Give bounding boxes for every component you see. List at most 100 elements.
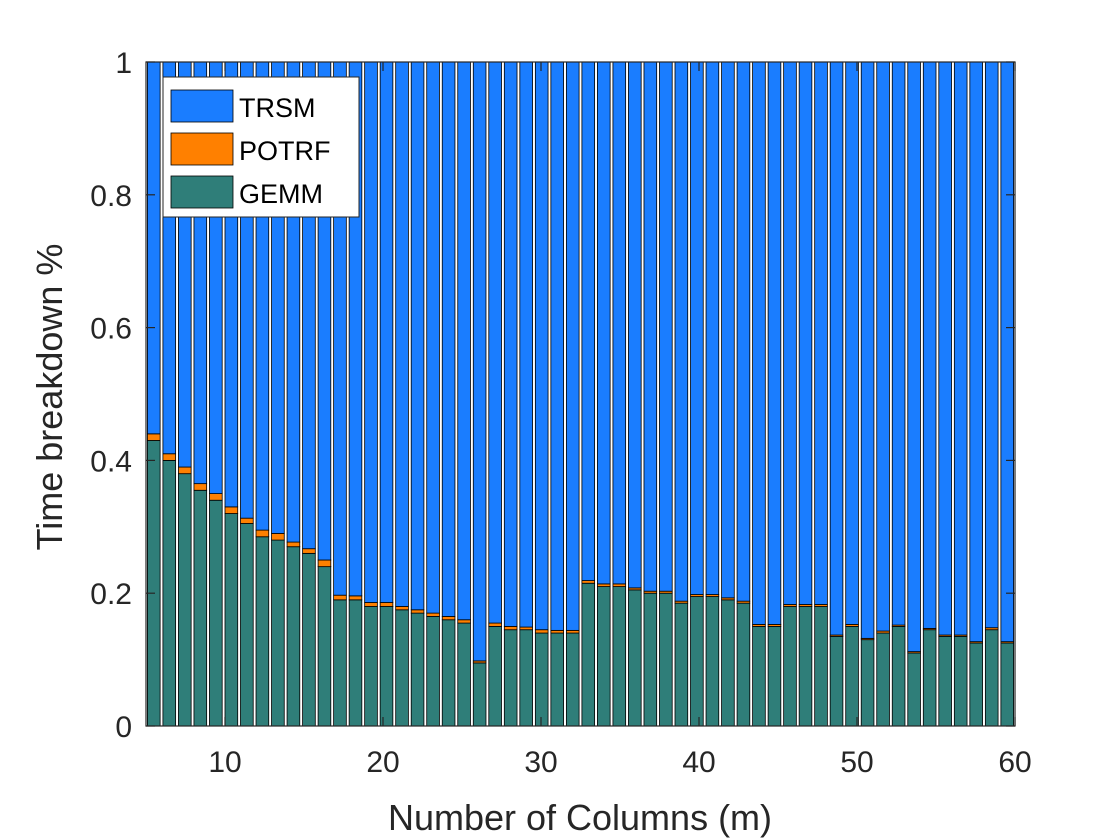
bar-segment-gemm-36 xyxy=(628,589,642,727)
bar-segment-gemm-38 xyxy=(659,592,673,727)
bar-segment-trsm-36 xyxy=(628,61,642,589)
x-tick-label-30: 30 xyxy=(524,746,557,779)
bar-segment-trsm-19 xyxy=(364,61,378,603)
bar-segment-trsm-37 xyxy=(643,61,658,592)
bar-segment-potrf-18 xyxy=(348,595,363,601)
bar-segment-trsm-46 xyxy=(783,61,797,605)
bar-segment-gemm-9 xyxy=(209,499,223,727)
bar-segment-gemm-45 xyxy=(767,626,782,727)
bar-segment-gemm-16 xyxy=(317,566,332,727)
bar-segment-gemm-35 xyxy=(612,586,627,727)
y-axis-title: Time breakdown % xyxy=(29,244,70,551)
legend: TRSM POTRF GEMM xyxy=(162,76,360,218)
bar-segment-gemm-13 xyxy=(271,539,285,727)
bar-segment-gemm-55 xyxy=(922,629,937,727)
bar-segment-potrf-10 xyxy=(224,506,239,514)
bar-segment-gemm-32 xyxy=(565,632,580,727)
bar-segment-gemm-5 xyxy=(146,440,161,727)
bar-segment-trsm-38 xyxy=(659,61,673,592)
bar-segment-trsm-22 xyxy=(410,61,425,611)
legend-label-potrf: POTRF xyxy=(239,136,331,166)
bar-segment-gemm-51 xyxy=(860,639,875,727)
bar-segment-trsm-44 xyxy=(752,61,766,625)
bar-segment-gemm-56 xyxy=(938,635,952,727)
bar-segment-gemm-47 xyxy=(798,606,813,727)
bar-segment-gemm-33 xyxy=(581,582,596,727)
bar-segment-potrf-13 xyxy=(271,533,285,541)
legend-label-trsm: TRSM xyxy=(239,93,316,123)
bar-segment-trsm-41 xyxy=(705,61,720,595)
legend-swatch-trsm xyxy=(170,89,234,123)
bar-segment-gemm-14 xyxy=(286,546,301,727)
y-tick-label-1: 0.2 xyxy=(90,578,132,611)
bar-segment-trsm-48 xyxy=(814,61,828,605)
legend-swatch-gemm xyxy=(170,175,234,209)
bar-segment-trsm-45 xyxy=(767,61,782,625)
bar-segment-gemm-53 xyxy=(891,626,906,727)
bar-segment-trsm-29 xyxy=(519,61,533,628)
bar-segment-gemm-57 xyxy=(953,635,968,727)
bar-segment-trsm-53 xyxy=(891,61,906,626)
bar-segment-gemm-28 xyxy=(503,629,518,727)
y-tick-label-5: 1 xyxy=(115,47,132,80)
bar-segment-gemm-21 xyxy=(395,609,409,727)
bar-segment-gemm-42 xyxy=(721,599,735,727)
x-tick-label-10: 10 xyxy=(208,746,241,779)
bar-segment-potrf-28 xyxy=(503,626,518,631)
bar-segment-trsm-60 xyxy=(1000,61,1015,643)
y-ticks: 0 0.2 0.4 0.6 0.8 1 xyxy=(90,47,1015,744)
bar-segment-gemm-12 xyxy=(255,536,270,727)
bar-segment-gemm-18 xyxy=(348,599,363,727)
bar-segment-potrf-22 xyxy=(410,609,425,614)
legend-swatch-potrf xyxy=(170,132,234,166)
bar-segment-gemm-15 xyxy=(302,552,316,727)
y-tick-label-4: 0.8 xyxy=(90,180,132,213)
bar-segment-trsm-30 xyxy=(534,61,549,631)
bar-segment-trsm-21 xyxy=(395,61,409,607)
bar-segment-gemm-22 xyxy=(410,612,425,727)
bar-segment-trsm-40 xyxy=(690,61,704,595)
y-tick-label-0: 0 xyxy=(115,711,132,744)
bar-segment-trsm-59 xyxy=(984,61,999,629)
bar-segment-trsm-51 xyxy=(860,61,875,639)
bar-segment-potrf-25 xyxy=(457,619,471,624)
x-tick-label-50: 50 xyxy=(840,746,873,779)
x-tick-label-60: 60 xyxy=(998,746,1031,779)
bar-segment-potrf-27 xyxy=(488,622,502,627)
bar-segment-trsm-26 xyxy=(472,61,487,662)
bar-segment-potrf-8 xyxy=(193,483,208,491)
bar-segment-potrf-19 xyxy=(364,602,378,607)
axes-group xyxy=(145,61,1016,727)
bar-segment-gemm-49 xyxy=(829,635,844,727)
bar-segment-potrf-12 xyxy=(255,529,270,538)
bar-segment-trsm-52 xyxy=(876,61,890,632)
bar-segment-gemm-48 xyxy=(814,606,828,727)
y-tick-label-3: 0.6 xyxy=(90,313,132,346)
bar-segment-gemm-34 xyxy=(597,586,611,727)
bar-segment-trsm-49 xyxy=(829,61,844,636)
bar-segment-potrf-30 xyxy=(534,629,549,634)
bar-segment-potrf-14 xyxy=(286,541,301,548)
bar-segment-trsm-58 xyxy=(969,61,983,643)
bar-segment-trsm-50 xyxy=(845,61,859,625)
legend-label-gemm: GEMM xyxy=(239,179,323,209)
x-tick-label-20: 20 xyxy=(366,746,399,779)
bar-segment-potrf-7 xyxy=(178,466,192,475)
bar-segment-gemm-31 xyxy=(550,632,564,727)
bar-segment-gemm-20 xyxy=(379,606,394,727)
bar-segment-gemm-37 xyxy=(643,592,658,727)
bar-segment-gemm-8 xyxy=(193,489,208,727)
bar-segment-trsm-25 xyxy=(457,61,471,621)
x-axis-title: Number of Columns (m) xyxy=(388,797,772,838)
bar-segment-potrf-16 xyxy=(317,559,332,568)
bar-segment-trsm-54 xyxy=(907,61,921,653)
bar-segment-gemm-52 xyxy=(876,632,890,727)
axes-box xyxy=(145,61,1016,727)
bar-segment-gemm-44 xyxy=(752,626,766,727)
bar-segment-gemm-50 xyxy=(845,626,859,727)
bar-segment-potrf-23 xyxy=(426,612,440,617)
bar-segment-gemm-26 xyxy=(472,662,487,727)
bar-segment-trsm-42 xyxy=(721,61,735,599)
bar-segment-trsm-47 xyxy=(798,61,813,605)
